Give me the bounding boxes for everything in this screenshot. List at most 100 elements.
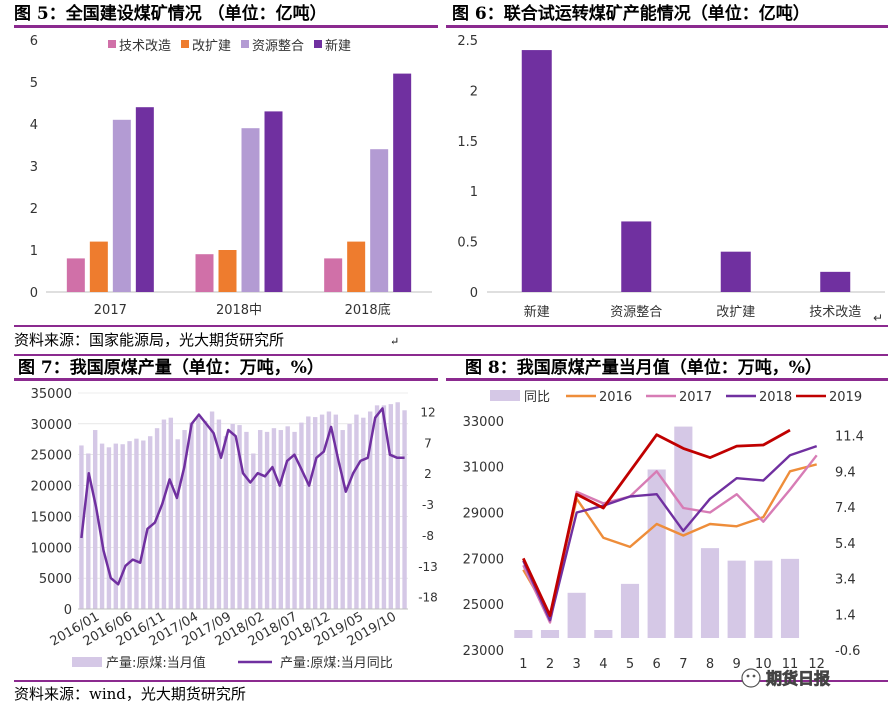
fig6-return-mark: ↵ [873,311,883,325]
fig7-title: 图 7：我国原煤产量（单位：万吨，%） [18,357,324,378]
fig8-ytick-right: 1.4 [835,608,856,623]
fig5-legend-swatch [181,40,189,48]
fig7-bar [395,402,400,609]
fig7-ytick-right: -8 [422,529,434,543]
fig8-bar [674,426,693,638]
fig6-ytick: 0 [470,286,478,301]
fig7-bar [147,436,153,609]
fig7-ytick-right: -18 [418,591,438,605]
fig7-ytick-right: -3 [422,498,434,512]
fig8-ytick-right: 7.4 [835,501,856,516]
fig7-bar [175,439,180,609]
fig7-bar [388,404,394,609]
fig7-ytick-right: -13 [418,560,438,574]
fig5-ytick: 4 [30,118,38,133]
watermark-text: 期货日报 [766,669,830,688]
fig6-ytick: 1.5 [457,135,478,150]
fig7-bar [340,430,345,609]
fig7-bar [202,420,208,609]
fig5-xtick: 2017 [94,303,127,318]
fig8-ytick-left: 25000 [463,598,504,613]
source-note-1: 资料来源：国家能源局，光大期货研究所 [14,331,284,349]
fig7-bar [120,444,125,609]
fig5-bar [112,119,131,292]
fig7-ytick-right: 12 [420,406,435,420]
fig8-ytick-right: 5.4 [835,537,856,552]
fig7-bar [113,443,119,609]
fig7-ytick-left: 10000 [31,541,72,556]
fig8-ytick-right: -0.6 [835,644,860,659]
fig7-legend-label-bar: 产量:原煤:当月值 [106,655,206,671]
fig8-legend-label-bar: 同比 [524,390,550,405]
fig7-ytick-right: 2 [424,467,432,481]
fig8-bar [540,630,560,638]
fig5-bar [66,258,85,292]
fig7-bar [182,430,187,609]
fig8-xtick: 12 [808,657,825,672]
fig8-xtick: 11 [782,657,799,672]
fig6-chart: 0 0.5 1 1.5 2 2.5 新建 资源整合 改扩建 技术改造 ↵ [457,34,885,325]
fig5-ytick: 2 [30,202,38,217]
fig7-bar [299,422,304,609]
fig8-bar [514,630,533,638]
fig8-xtick: 10 [755,657,772,672]
fig7-bar [209,411,215,609]
fig8-xtick: 9 [733,657,741,672]
fig7-ytick-left: 0 [64,603,72,618]
fig7-bar [374,405,380,609]
fig8-ytick-left: 31000 [463,461,504,476]
fig8-legend-label-line: 2016 [599,390,632,405]
fig7-bar [333,414,339,609]
fig5-bar [370,149,389,292]
fig7-ytick-left: 30000 [31,418,72,433]
fig7-bar [99,443,105,609]
fig7-ytick-left: 20000 [31,480,72,495]
fig6-ytick: 0.5 [457,236,478,251]
fig7-bar [402,410,407,609]
fig6-ytick: 2 [470,84,478,99]
fig6-xtick: 改扩建 [716,305,755,320]
wechat-icon-dot-2 [752,674,756,678]
divider-rule-1 [14,325,888,327]
fig5-xtick: 2018中 [216,303,262,318]
fig5-ytick: 6 [30,34,38,49]
fig7-ytick-left: 25000 [31,449,72,464]
fig7-chart: 0 5000 10000 15000 20000 25000 30000 35000 -18 -1… [31,387,438,671]
fig7-bar [244,431,249,609]
fig5-legend-label: 资源整合 [252,39,304,54]
fig5-legend-label: 技术改造 [119,39,171,54]
fig7-ytick-left: 15000 [31,510,72,525]
fig5-xtick: 2018底 [345,302,391,318]
fig8-legend-label-line: 2017 [679,390,712,405]
fig8-xtick: 6 [653,657,661,672]
fig5-ytick: 3 [30,160,38,175]
fig7-bar [223,436,229,609]
fig5-legend-label: 新建 [325,38,351,54]
source-note-1-mark: ↵ [390,335,399,348]
fig7-ytick-right: 7 [424,436,432,450]
fig7-bar [326,411,332,609]
fig6-xtick: 资源整合 [610,305,662,320]
fig7-bar [367,411,373,609]
divider-rule-2 [14,354,888,356]
fig7-bar [141,440,146,609]
fig7-bar [230,423,235,609]
fig7-bar [161,419,167,609]
fig6-xtick: 技术改造 [809,305,861,320]
fig7-bar [237,425,242,609]
fig8-line-2019 [522,428,791,617]
fig5-legend-swatch [241,40,249,48]
fig8-xtick: 2 [546,657,554,672]
source-note-2: 资料来源：wind，光大期货研究所 [14,685,246,703]
fig7-ytick-left: 35000 [31,387,72,402]
fig8-bar [700,548,720,638]
fig7-bar [285,426,290,609]
mid-rule-left [14,378,438,381]
fig7-legend-label-line: 产量:原煤:当月同比 [280,656,393,671]
fig7-bar [257,430,263,609]
fig8-ytick-left: 23000 [463,644,504,659]
fig7-bar [354,414,359,609]
fig7-bar [92,430,98,609]
fig6-bar [621,221,652,292]
fig5-legend-swatch [314,40,322,48]
